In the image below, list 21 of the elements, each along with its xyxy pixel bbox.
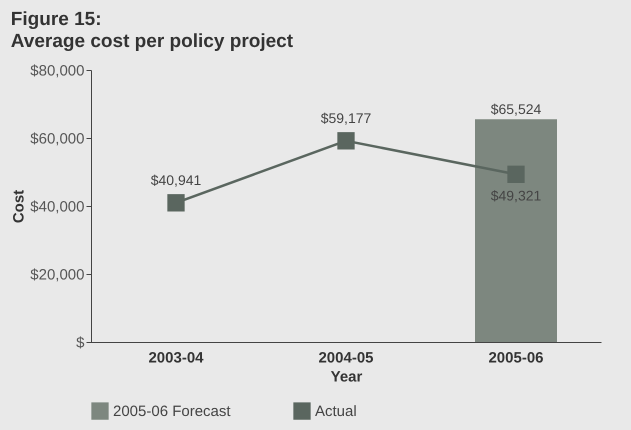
y-tick-label: $40,000 (30, 198, 84, 216)
point (167, 194, 185, 212)
chart-subtitle: Average cost per policy project (10, 31, 294, 52)
legend-label: 2005-06 Forecast (113, 403, 232, 420)
data-label: $49,321 (490, 187, 542, 204)
y-tick-label: $ (76, 334, 86, 352)
chart-title: Figure 15: (10, 9, 102, 30)
y-tick-label: $80,000 (30, 62, 84, 80)
x-tick-label: 2004-05 (318, 350, 374, 366)
y-tick-label: $20,000 (30, 266, 84, 284)
point (507, 166, 525, 183)
data-label: $59,177 (320, 110, 372, 126)
x-tick-label: 2003-04 (148, 350, 204, 366)
y-tick-label: $60,000 (30, 130, 84, 148)
data-label: $40,941 (150, 172, 202, 188)
data-label: $65,524 (490, 101, 542, 118)
x-tick-label: 2005-06 (488, 350, 544, 366)
point (337, 132, 355, 150)
y-axis-title: Cost (10, 190, 28, 224)
legend-label: Actual (315, 403, 357, 420)
x-axis-title: Year (330, 368, 363, 386)
